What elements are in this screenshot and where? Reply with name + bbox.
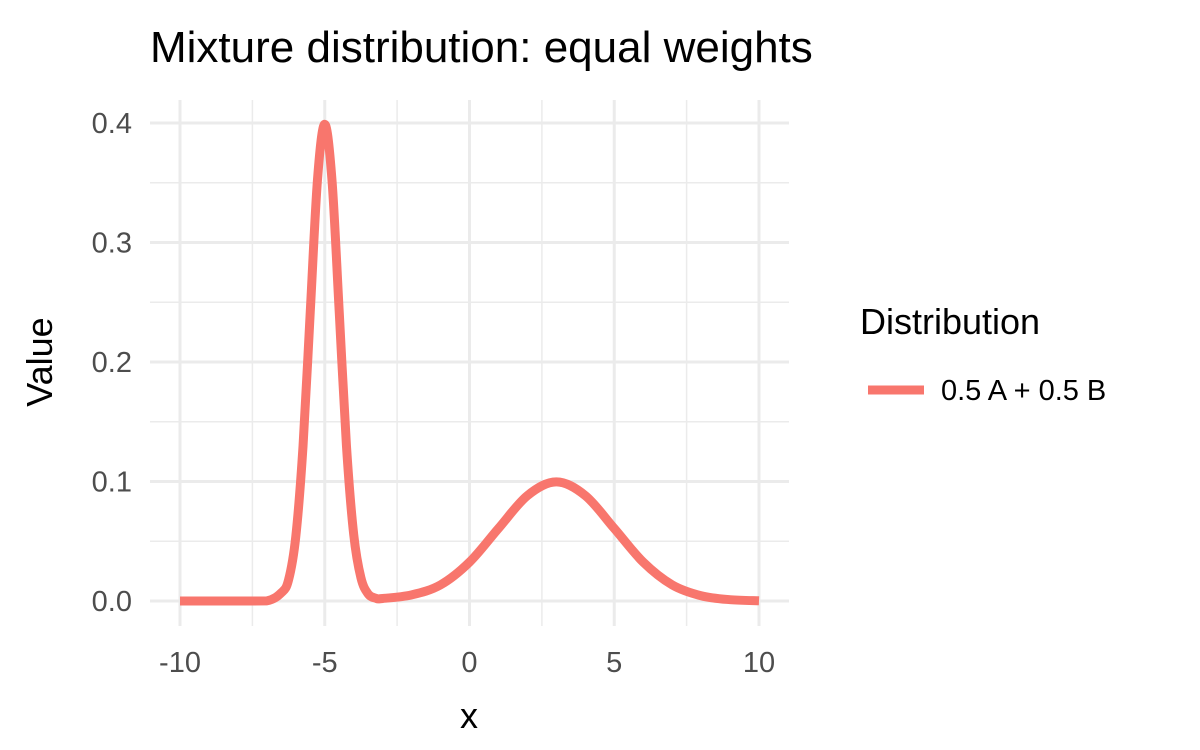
x-axis: -10 -5 0 5 10 <box>159 647 775 679</box>
grid <box>150 100 789 626</box>
y-axis: 0.0 0.1 0.2 0.3 0.4 <box>92 108 132 618</box>
y-axis-title: Value <box>19 317 60 406</box>
x-tick-label: 10 <box>743 647 775 679</box>
x-tick-label: -5 <box>312 647 338 679</box>
x-axis-title: x <box>460 695 478 736</box>
series-line <box>180 119 760 606</box>
y-tick-label: 0.2 <box>92 347 132 379</box>
y-tick-label: 0.4 <box>92 108 132 140</box>
x-tick-label: 0 <box>461 647 477 679</box>
chart-title: Mixture distribution: equal weights <box>150 23 813 72</box>
y-tick-label: 0.3 <box>92 228 132 260</box>
y-tick-label: 0.0 <box>92 586 132 618</box>
x-tick-label: 5 <box>606 647 622 679</box>
x-tick-label: -10 <box>159 647 201 679</box>
y-tick-label: 0.1 <box>92 467 132 499</box>
legend-label: 0.5 A + 0.5 B <box>941 375 1106 407</box>
legend: Distribution 0.5 A + 0.5 B <box>860 301 1106 407</box>
series-layer <box>180 119 760 606</box>
legend-title: Distribution <box>860 301 1040 342</box>
